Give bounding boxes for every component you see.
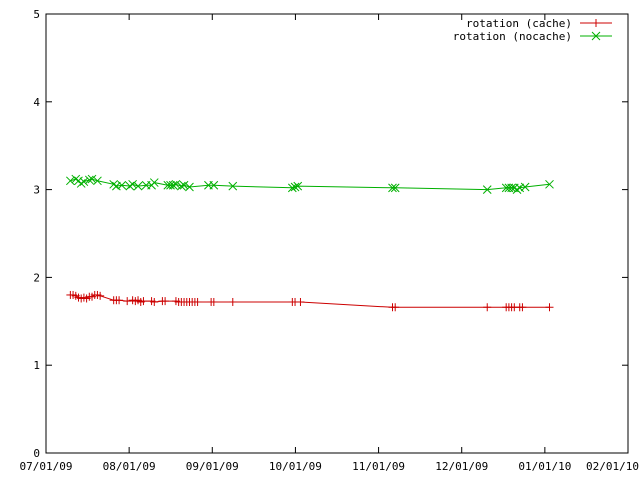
data-point [93, 176, 102, 186]
y-tick-label: 2 [33, 271, 40, 284]
data-point [185, 182, 194, 192]
legend-label-nocache: rotation (nocache) [453, 30, 572, 43]
data-point [390, 183, 400, 193]
data-point [388, 183, 397, 193]
data-point [293, 181, 303, 191]
data-point [109, 179, 119, 189]
data-point [150, 297, 159, 306]
legend-marker [591, 31, 601, 41]
data-point [391, 303, 400, 312]
data-point [71, 174, 81, 184]
series-layer [66, 174, 554, 312]
data-point [139, 297, 148, 306]
data-point [87, 174, 97, 184]
x-tick-label: 11/01/09 [352, 460, 405, 473]
data-point [296, 297, 305, 306]
y-tick-label: 1 [33, 359, 40, 372]
x-tick-label: 08/01/09 [103, 460, 156, 473]
data-point [168, 180, 178, 190]
data-point [149, 178, 159, 187]
data-point [483, 303, 492, 312]
data-point [228, 181, 238, 191]
legend: rotation (cache) rotation (nocache) [453, 17, 612, 43]
data-point [161, 297, 170, 306]
data-point [117, 180, 127, 190]
data-point [171, 179, 181, 189]
data-point [128, 179, 137, 189]
y-tick-label: 4 [33, 96, 40, 109]
data-point [133, 181, 143, 191]
data-point [79, 177, 89, 187]
data-point [515, 183, 525, 193]
data-point [179, 180, 189, 190]
data-point [166, 180, 175, 190]
data-point [507, 183, 516, 193]
y-tick-label: 3 [33, 184, 40, 197]
data-point [123, 297, 132, 306]
x-tick-label: 12/01/09 [435, 460, 488, 473]
x-tick-label: 10/01/09 [269, 460, 322, 473]
y-tick-label: 5 [33, 8, 40, 21]
data-point [209, 180, 219, 190]
legend-marker [592, 19, 600, 27]
data-point [518, 303, 527, 312]
data-point [545, 303, 554, 312]
axis-layer: 0 1 2 3 4 5 07/01/09 08/01/09 09/01/09 10/01/09 11… [20, 8, 639, 473]
legend-marker-cache [592, 19, 600, 27]
legend-label-cache: rotation (cache) [466, 17, 572, 30]
data-point [66, 176, 75, 186]
x-tick-label: 02/01/10 [586, 460, 639, 473]
data-point [287, 183, 297, 193]
data-point [125, 181, 135, 191]
plot-frame [45, 13, 629, 454]
series-line-1 [70, 178, 550, 191]
y-tick-label: 0 [33, 447, 40, 460]
data-point [209, 297, 218, 306]
data-point [84, 175, 94, 185]
data-point [512, 185, 522, 194]
data-point [520, 182, 530, 192]
data-point [545, 179, 554, 189]
data-point [96, 291, 105, 300]
data-point [115, 296, 124, 305]
data-point [76, 179, 86, 188]
x-tick-label: 07/01/09 [20, 460, 73, 473]
data-point [228, 297, 237, 306]
data-point [112, 181, 121, 191]
x-tick-label: 01/01/10 [518, 460, 571, 473]
data-point [482, 185, 492, 194]
data-point [290, 182, 300, 192]
data-point [176, 181, 186, 191]
data-point [193, 297, 202, 306]
legend-marker-nocache [591, 31, 601, 41]
x-tick-label: 09/01/09 [186, 460, 239, 473]
